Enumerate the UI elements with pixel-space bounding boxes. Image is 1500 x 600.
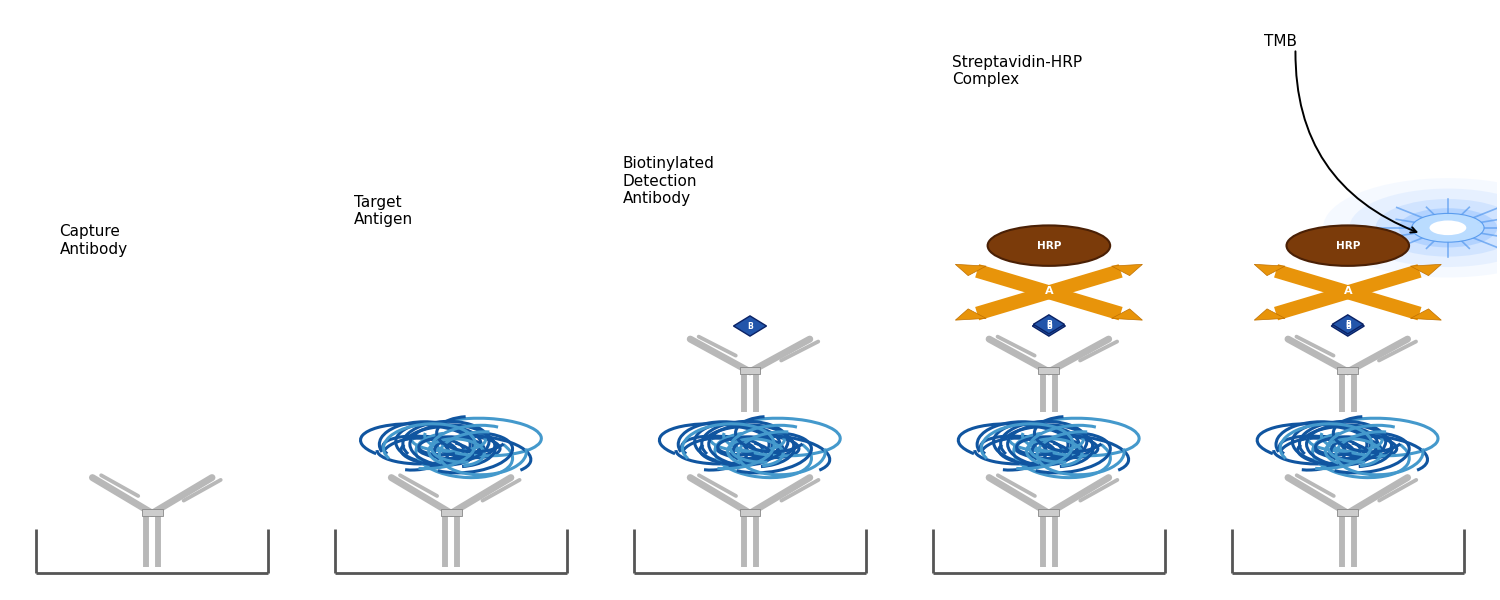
Text: B: B xyxy=(747,322,753,331)
FancyBboxPatch shape xyxy=(740,367,760,374)
Text: B: B xyxy=(1046,320,1052,329)
Text: TMB: TMB xyxy=(1264,34,1298,49)
Polygon shape xyxy=(1034,315,1065,334)
Polygon shape xyxy=(956,309,986,320)
Polygon shape xyxy=(1032,316,1065,336)
Polygon shape xyxy=(956,265,986,275)
Ellipse shape xyxy=(1287,226,1408,266)
Circle shape xyxy=(1323,178,1500,278)
Circle shape xyxy=(1376,199,1500,257)
FancyBboxPatch shape xyxy=(1338,509,1358,515)
FancyBboxPatch shape xyxy=(1038,509,1059,515)
Text: B: B xyxy=(1346,322,1350,331)
Polygon shape xyxy=(1410,265,1442,275)
Circle shape xyxy=(1398,208,1497,247)
Circle shape xyxy=(1430,220,1467,235)
Text: HRP: HRP xyxy=(1335,241,1360,251)
Text: Biotinylated
Detection
Antibody: Biotinylated Detection Antibody xyxy=(622,156,716,206)
Text: B: B xyxy=(1346,320,1350,329)
Text: Target
Antigen: Target Antigen xyxy=(354,194,413,227)
FancyBboxPatch shape xyxy=(1338,367,1358,374)
Polygon shape xyxy=(1112,309,1143,320)
Text: B: B xyxy=(1046,322,1052,331)
Polygon shape xyxy=(734,316,766,336)
Polygon shape xyxy=(1254,309,1286,320)
Text: A: A xyxy=(1044,286,1053,296)
FancyBboxPatch shape xyxy=(441,509,462,515)
FancyBboxPatch shape xyxy=(142,509,162,515)
Polygon shape xyxy=(1254,265,1286,275)
Polygon shape xyxy=(1332,315,1364,334)
Polygon shape xyxy=(1410,309,1442,320)
Polygon shape xyxy=(1332,316,1365,336)
Text: Streptavidin-HRP
Complex: Streptavidin-HRP Complex xyxy=(951,55,1082,88)
Circle shape xyxy=(1350,188,1500,267)
Text: Capture
Antibody: Capture Antibody xyxy=(60,224,128,257)
Text: HRP: HRP xyxy=(1036,241,1060,251)
Ellipse shape xyxy=(987,226,1110,266)
Circle shape xyxy=(1412,214,1484,242)
Polygon shape xyxy=(1112,265,1143,275)
Text: A: A xyxy=(1344,286,1352,296)
FancyBboxPatch shape xyxy=(740,509,760,515)
FancyBboxPatch shape xyxy=(1038,367,1059,374)
